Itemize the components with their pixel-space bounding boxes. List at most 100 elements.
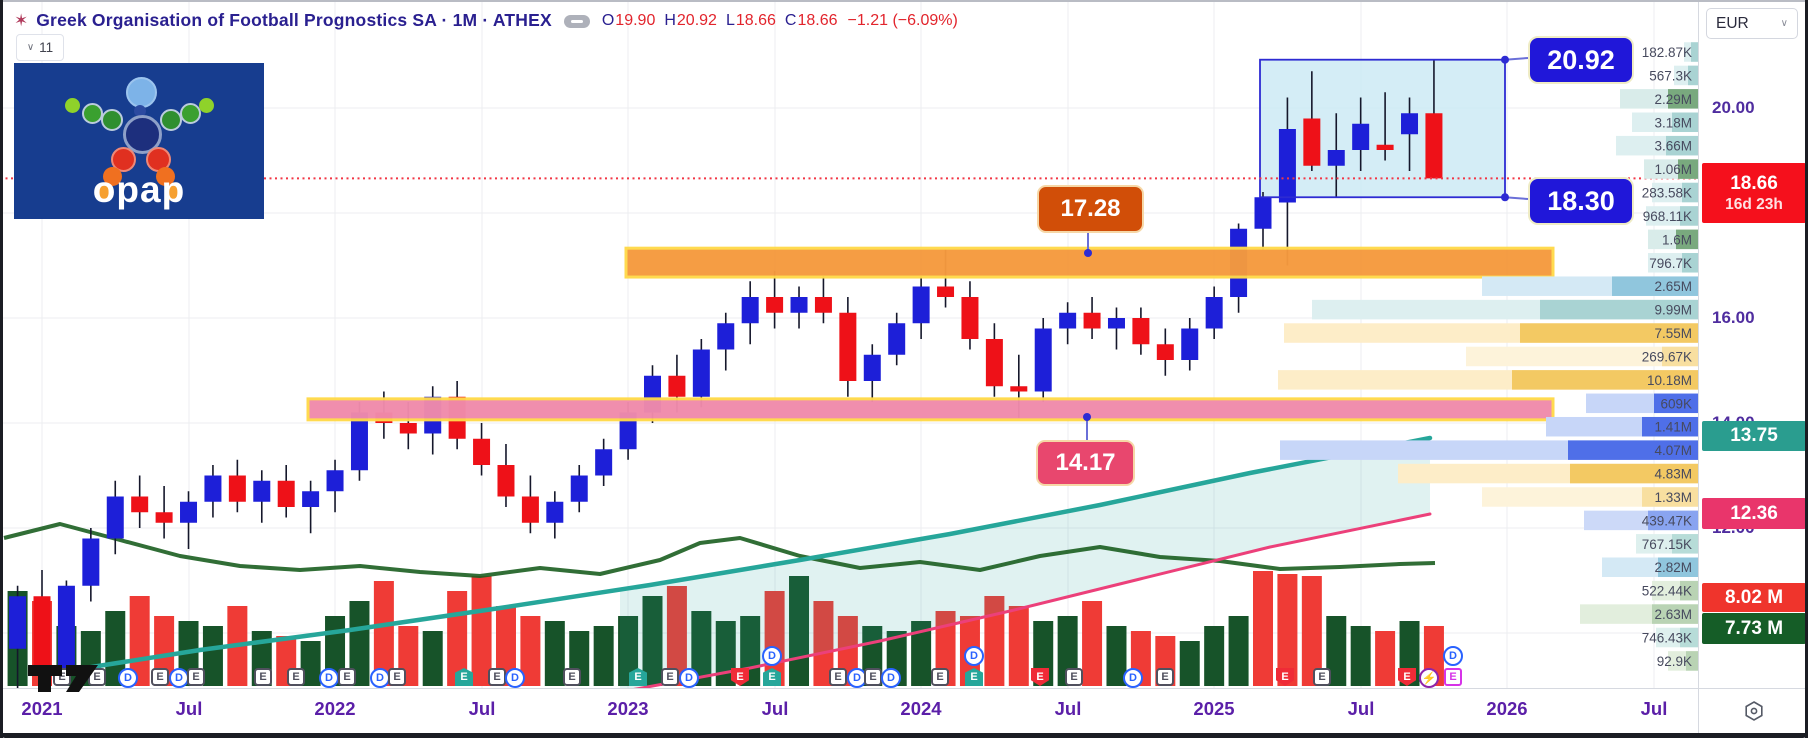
volume-bar bbox=[642, 596, 663, 686]
resistance-price-badge[interactable]: 17.28 bbox=[1037, 185, 1144, 233]
dividend-marker[interactable]: D bbox=[881, 668, 901, 688]
earnings-marker[interactable]: E bbox=[151, 668, 169, 686]
earnings-marker[interactable]: E bbox=[254, 668, 272, 686]
volume-bar bbox=[349, 601, 370, 686]
high-value: 20.92 bbox=[676, 11, 717, 29]
volume-bar bbox=[691, 611, 712, 686]
candle bbox=[131, 496, 149, 513]
dividend-marker[interactable]: D bbox=[505, 668, 525, 688]
volume-bar bbox=[1008, 606, 1029, 686]
earnings-confirmed-marker[interactable]: E bbox=[455, 668, 473, 686]
indicator-count: 11 bbox=[39, 40, 54, 55]
earnings-marker[interactable]: E bbox=[338, 668, 356, 686]
earnings-marker[interactable]: E bbox=[829, 668, 847, 686]
candle bbox=[1327, 150, 1345, 166]
earnings-miss-marker[interactable]: E bbox=[1398, 668, 1416, 686]
candle bbox=[9, 596, 27, 649]
dividend-marker[interactable]: D bbox=[169, 668, 189, 688]
symbol-header: ✶ Greek Organisation of Football Prognos… bbox=[14, 10, 958, 31]
candle bbox=[326, 470, 344, 492]
dividend-marker[interactable]: D bbox=[370, 668, 390, 688]
candle bbox=[888, 323, 906, 355]
volume-bar bbox=[105, 611, 126, 686]
profile-volume-label: 283.58K bbox=[1642, 186, 1692, 201]
earnings-marker[interactable]: E bbox=[287, 668, 305, 686]
range-low-badge[interactable]: 18.30 bbox=[1528, 177, 1634, 225]
dividend-marker[interactable]: D bbox=[679, 668, 699, 688]
volume-badge-red: 8.02 M bbox=[1702, 583, 1806, 612]
volume-bar bbox=[495, 606, 516, 686]
earnings-marker[interactable]: E bbox=[563, 668, 581, 686]
profile-volume-label: 522.44K bbox=[1642, 584, 1692, 599]
earnings-marker[interactable]: E bbox=[187, 668, 205, 686]
time-axis-label: 2022 bbox=[314, 698, 356, 719]
opap-wordmark: opap bbox=[92, 169, 186, 210]
volume-bar bbox=[129, 596, 150, 686]
price-scale-label: 20.00 bbox=[1712, 98, 1755, 117]
earnings-miss-marker[interactable]: E bbox=[1276, 668, 1294, 686]
volume-bar bbox=[1326, 616, 1347, 686]
profile-volume-label: 4.83M bbox=[1654, 467, 1692, 482]
volume-bar bbox=[471, 576, 492, 686]
earnings-miss-marker[interactable]: E bbox=[1031, 668, 1049, 686]
profile-volume-label: 269.67K bbox=[1642, 349, 1692, 364]
candle bbox=[277, 480, 295, 507]
earnings-upcoming-marker[interactable]: E bbox=[1444, 668, 1462, 686]
volume-bar bbox=[1106, 626, 1127, 686]
earnings-marker[interactable]: E bbox=[661, 668, 679, 686]
profile-volume-label: 1.6M bbox=[1662, 232, 1692, 247]
axis-settings-cell[interactable] bbox=[1699, 689, 1808, 733]
currency-selector[interactable]: EUR ∨ bbox=[1706, 8, 1798, 39]
dividend-marker[interactable]: D bbox=[319, 668, 339, 688]
candle bbox=[82, 538, 100, 586]
dividend-marker[interactable]: D bbox=[964, 646, 984, 666]
time-axis-label: 2023 bbox=[607, 698, 649, 719]
earnings-confirmed-marker[interactable]: E bbox=[965, 668, 983, 686]
symbol-logo-icon[interactable]: ✶ bbox=[14, 10, 29, 30]
tradingview-logo[interactable] bbox=[26, 660, 106, 699]
candle bbox=[1083, 312, 1101, 329]
candle bbox=[1278, 129, 1296, 203]
earnings-marker[interactable]: E bbox=[388, 668, 406, 686]
time-axis[interactable]: 2021 Jul 2022 Jul 2023 Jul 2024 Jul 2025 Jul 2026 J… bbox=[0, 689, 1698, 733]
dividend-marker[interactable]: D bbox=[762, 646, 782, 666]
candle bbox=[839, 312, 857, 381]
candle bbox=[546, 501, 564, 523]
profile-volume-label: 746.43K bbox=[1642, 631, 1692, 646]
earnings-marker[interactable]: E bbox=[1065, 668, 1083, 686]
eye-toggle-icon[interactable] bbox=[563, 15, 590, 28]
candle bbox=[33, 596, 51, 670]
earnings-marker[interactable]: E bbox=[488, 668, 506, 686]
gear-icon[interactable] bbox=[1743, 700, 1765, 722]
event-lightning-marker[interactable]: ⚡ bbox=[1419, 668, 1439, 688]
earnings-confirmed-marker[interactable]: E bbox=[763, 668, 781, 686]
range-high-badge[interactable]: 20.92 bbox=[1528, 36, 1634, 84]
candle bbox=[253, 480, 271, 502]
earnings-miss-marker[interactable]: E bbox=[731, 668, 749, 686]
symbol-title[interactable]: Greek Organisation of Football Prognosti… bbox=[36, 10, 552, 30]
dividend-marker[interactable]: D bbox=[1443, 646, 1463, 666]
indicator-list-toggle[interactable]: ∨ 11 bbox=[16, 34, 64, 61]
support-price-badge[interactable]: 14.17 bbox=[1036, 440, 1135, 486]
candle bbox=[570, 475, 588, 502]
profile-volume-label: 1.33M bbox=[1654, 490, 1692, 505]
earnings-marker[interactable]: E bbox=[931, 668, 949, 686]
candle bbox=[961, 297, 979, 339]
time-axis-label: Jul bbox=[468, 698, 496, 719]
volume-bar bbox=[1350, 626, 1371, 686]
earnings-marker[interactable]: E bbox=[864, 668, 882, 686]
last-price-badge: 18.66 16d 23h bbox=[1702, 163, 1806, 223]
price-chart-canvas[interactable]: 182.87K 567.3K 2.29M 3.18M 3.66M 1.06M 283.58K… bbox=[0, 0, 1698, 688]
time-axis-label: 2025 bbox=[1193, 698, 1235, 719]
earnings-marker[interactable]: E bbox=[1313, 668, 1331, 686]
dividend-marker[interactable]: D bbox=[1123, 668, 1143, 688]
price-scale-label: 16.00 bbox=[1712, 308, 1755, 327]
earnings-confirmed-marker[interactable]: E bbox=[629, 668, 647, 686]
dividend-marker[interactable]: D bbox=[118, 668, 138, 688]
volume-bar bbox=[1228, 616, 1249, 686]
earnings-marker[interactable]: E bbox=[1156, 668, 1174, 686]
volume-bar bbox=[1082, 601, 1103, 686]
candle bbox=[204, 475, 222, 502]
